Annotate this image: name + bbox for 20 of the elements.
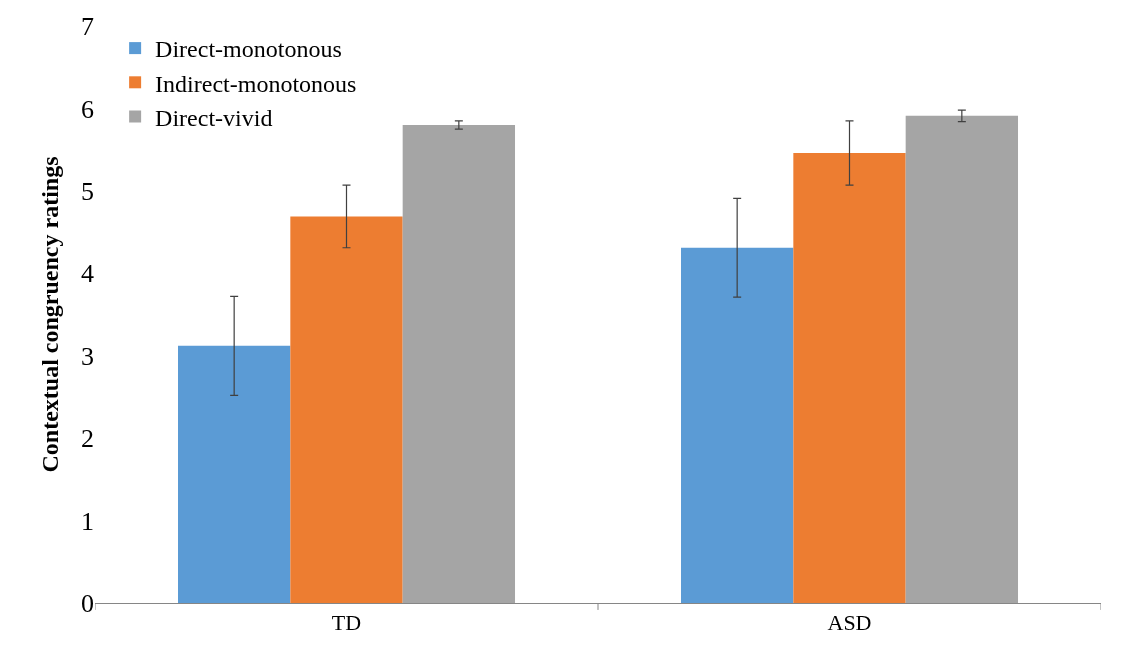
y-tick-label: 3 xyxy=(81,341,94,371)
bar xyxy=(290,216,403,603)
x-tick-label: ASD xyxy=(827,610,872,636)
y-tick-label: 0 xyxy=(81,589,94,619)
bar xyxy=(681,247,794,603)
y-tick-label: 5 xyxy=(81,176,94,206)
y-axis-title: Contextual congruency ratings xyxy=(37,156,64,473)
bar xyxy=(178,345,291,603)
legend-label: Direct-vivid xyxy=(155,104,273,131)
y-tick-label: 4 xyxy=(81,259,94,289)
bar xyxy=(905,115,1019,603)
bar xyxy=(793,152,906,603)
legend-label: Direct-monotonous xyxy=(155,36,342,63)
y-tick-label: 1 xyxy=(81,506,94,536)
legend-label: Indirect-monotonous xyxy=(155,70,357,97)
y-tick-label: 7 xyxy=(81,12,94,42)
bar xyxy=(402,124,516,603)
y-tick-label: 2 xyxy=(81,424,94,454)
y-tick-label: 6 xyxy=(81,94,94,124)
x-tick-label: TD xyxy=(331,610,362,636)
